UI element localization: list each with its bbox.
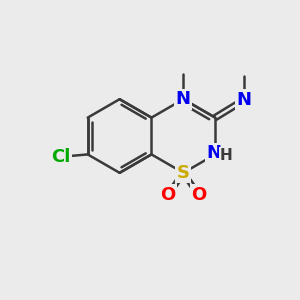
Text: S: S [177,164,190,182]
Text: Cl: Cl [52,148,71,166]
Text: N: N [176,90,191,108]
Text: N: N [237,91,252,109]
Text: H: H [220,148,233,163]
Text: O: O [160,186,176,204]
Text: O: O [191,186,206,204]
Text: N: N [206,144,221,162]
